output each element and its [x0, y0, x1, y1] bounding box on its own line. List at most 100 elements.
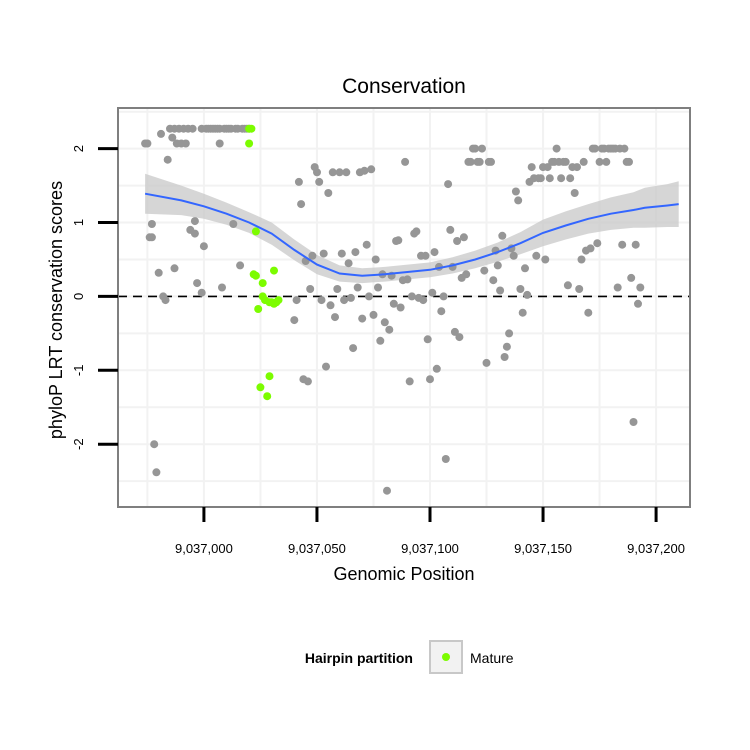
legend-key-mature — [442, 653, 450, 661]
data-point-other — [315, 177, 324, 186]
data-point-other — [570, 189, 579, 197]
x-tick-label: 9,037,000 — [175, 541, 233, 556]
data-point-other — [493, 261, 502, 270]
data-point-other — [462, 270, 471, 279]
data-point-other — [478, 144, 486, 153]
data-point-mature — [258, 279, 267, 288]
data-point-other — [324, 189, 333, 197]
data-point-other — [509, 251, 518, 260]
data-point-mature — [274, 296, 283, 305]
data-point-other — [181, 139, 190, 148]
legend-label-mature: Mature — [470, 650, 514, 666]
data-point-other — [340, 296, 349, 305]
data-point-other — [496, 286, 505, 295]
data-point-other — [326, 301, 335, 310]
data-point-other — [308, 251, 317, 260]
series-mature — [245, 124, 283, 401]
data-point-other — [303, 377, 312, 386]
data-point-other — [369, 310, 378, 319]
data-point-other — [190, 229, 199, 238]
y-tick-label: 1 — [71, 219, 86, 226]
data-point-other — [371, 255, 380, 264]
data-point-other — [385, 325, 394, 334]
data-point-other — [518, 308, 527, 317]
data-point-other — [450, 327, 459, 336]
data-point-other — [290, 316, 299, 325]
data-point-mature — [254, 305, 263, 313]
data-point-other — [627, 273, 636, 282]
data-point-mature — [265, 372, 274, 381]
y-axis: -2 -1 0 1 2 — [71, 145, 118, 450]
data-point-other — [521, 264, 529, 273]
data-point-other — [573, 163, 581, 172]
data-point-other — [360, 166, 369, 175]
data-point-other — [292, 296, 301, 305]
data-point-other — [157, 129, 165, 138]
series-other — [141, 124, 645, 495]
data-point-other — [152, 468, 161, 477]
data-point-other — [322, 362, 330, 371]
data-point-other — [505, 329, 514, 338]
legend-key-box — [429, 640, 463, 674]
x-axis: 9,037,000 9,037,050 9,037,100 9,037,150 9,03… — [175, 507, 685, 556]
data-point-other — [511, 187, 520, 196]
x-axis-label: Genomic Position — [333, 564, 474, 584]
data-point-other — [346, 293, 355, 302]
data-point-other — [466, 157, 475, 166]
data-point-other — [557, 174, 566, 183]
data-point-other — [294, 177, 303, 186]
data-point-other — [634, 299, 642, 308]
data-point-other — [426, 375, 434, 384]
data-point-other — [613, 283, 622, 292]
data-point-other — [432, 364, 441, 373]
data-point-other — [595, 157, 604, 166]
data-point-other — [374, 283, 382, 292]
data-point-other — [306, 285, 315, 293]
confidence-band — [145, 173, 679, 284]
data-point-other — [516, 285, 525, 293]
y-axis-label: phyloP LRT conservation scores — [46, 181, 66, 439]
data-point-other — [471, 144, 480, 153]
data-point-other — [353, 283, 362, 292]
data-point-other — [482, 358, 491, 367]
data-point-other — [333, 285, 342, 293]
data-point-other — [394, 236, 403, 245]
data-point-other — [170, 264, 179, 273]
data-point-other — [552, 144, 561, 153]
data-point-other — [154, 268, 163, 277]
data-point-other — [150, 440, 159, 449]
data-point-other — [566, 174, 575, 183]
data-point-other — [380, 318, 389, 327]
x-tick-label: 9,037,050 — [288, 541, 346, 556]
data-point-other — [407, 292, 416, 301]
data-point-other — [541, 255, 550, 264]
legend: Hairpin partition Mature — [305, 640, 514, 674]
data-point-other — [453, 237, 462, 245]
data-point-other — [514, 196, 523, 205]
data-point-other — [536, 174, 545, 183]
data-point-other — [593, 239, 602, 248]
data-point-other — [163, 155, 172, 164]
y-tick-label: -1 — [71, 365, 86, 377]
data-point-other — [147, 233, 156, 242]
data-point-other — [215, 139, 224, 148]
data-point-other — [337, 249, 346, 258]
data-point-other — [412, 227, 421, 236]
x-tick-label: 9,037,150 — [514, 541, 572, 556]
data-point-other — [489, 276, 498, 285]
data-point-other — [218, 283, 226, 292]
data-point-other — [437, 307, 446, 316]
data-point-other — [543, 163, 552, 172]
data-point-other — [545, 174, 554, 183]
data-point-other — [475, 157, 484, 166]
data-point-other — [365, 292, 373, 301]
data-point-other — [523, 290, 532, 299]
data-point-other — [344, 259, 353, 268]
data-point-mature — [247, 124, 256, 133]
data-point-other — [618, 240, 627, 249]
data-point-other — [349, 344, 358, 353]
data-point-other — [563, 281, 572, 290]
data-point-other — [586, 244, 595, 253]
data-point-other — [532, 251, 541, 260]
